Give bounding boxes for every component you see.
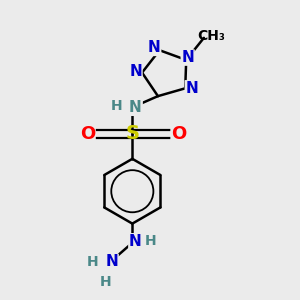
Text: O: O (171, 125, 187, 143)
Text: H: H (100, 275, 112, 290)
Text: S: S (125, 124, 139, 143)
Text: N: N (181, 50, 194, 65)
Text: N: N (129, 100, 142, 115)
Text: H: H (87, 255, 98, 269)
Text: H: H (110, 99, 122, 113)
Text: CH₃: CH₃ (197, 29, 225, 44)
Text: N: N (148, 40, 161, 56)
Text: N: N (129, 234, 142, 249)
Text: N: N (129, 64, 142, 79)
Text: N: N (185, 81, 198, 96)
Text: N: N (105, 254, 118, 269)
Text: H: H (145, 234, 156, 248)
Text: O: O (80, 125, 95, 143)
